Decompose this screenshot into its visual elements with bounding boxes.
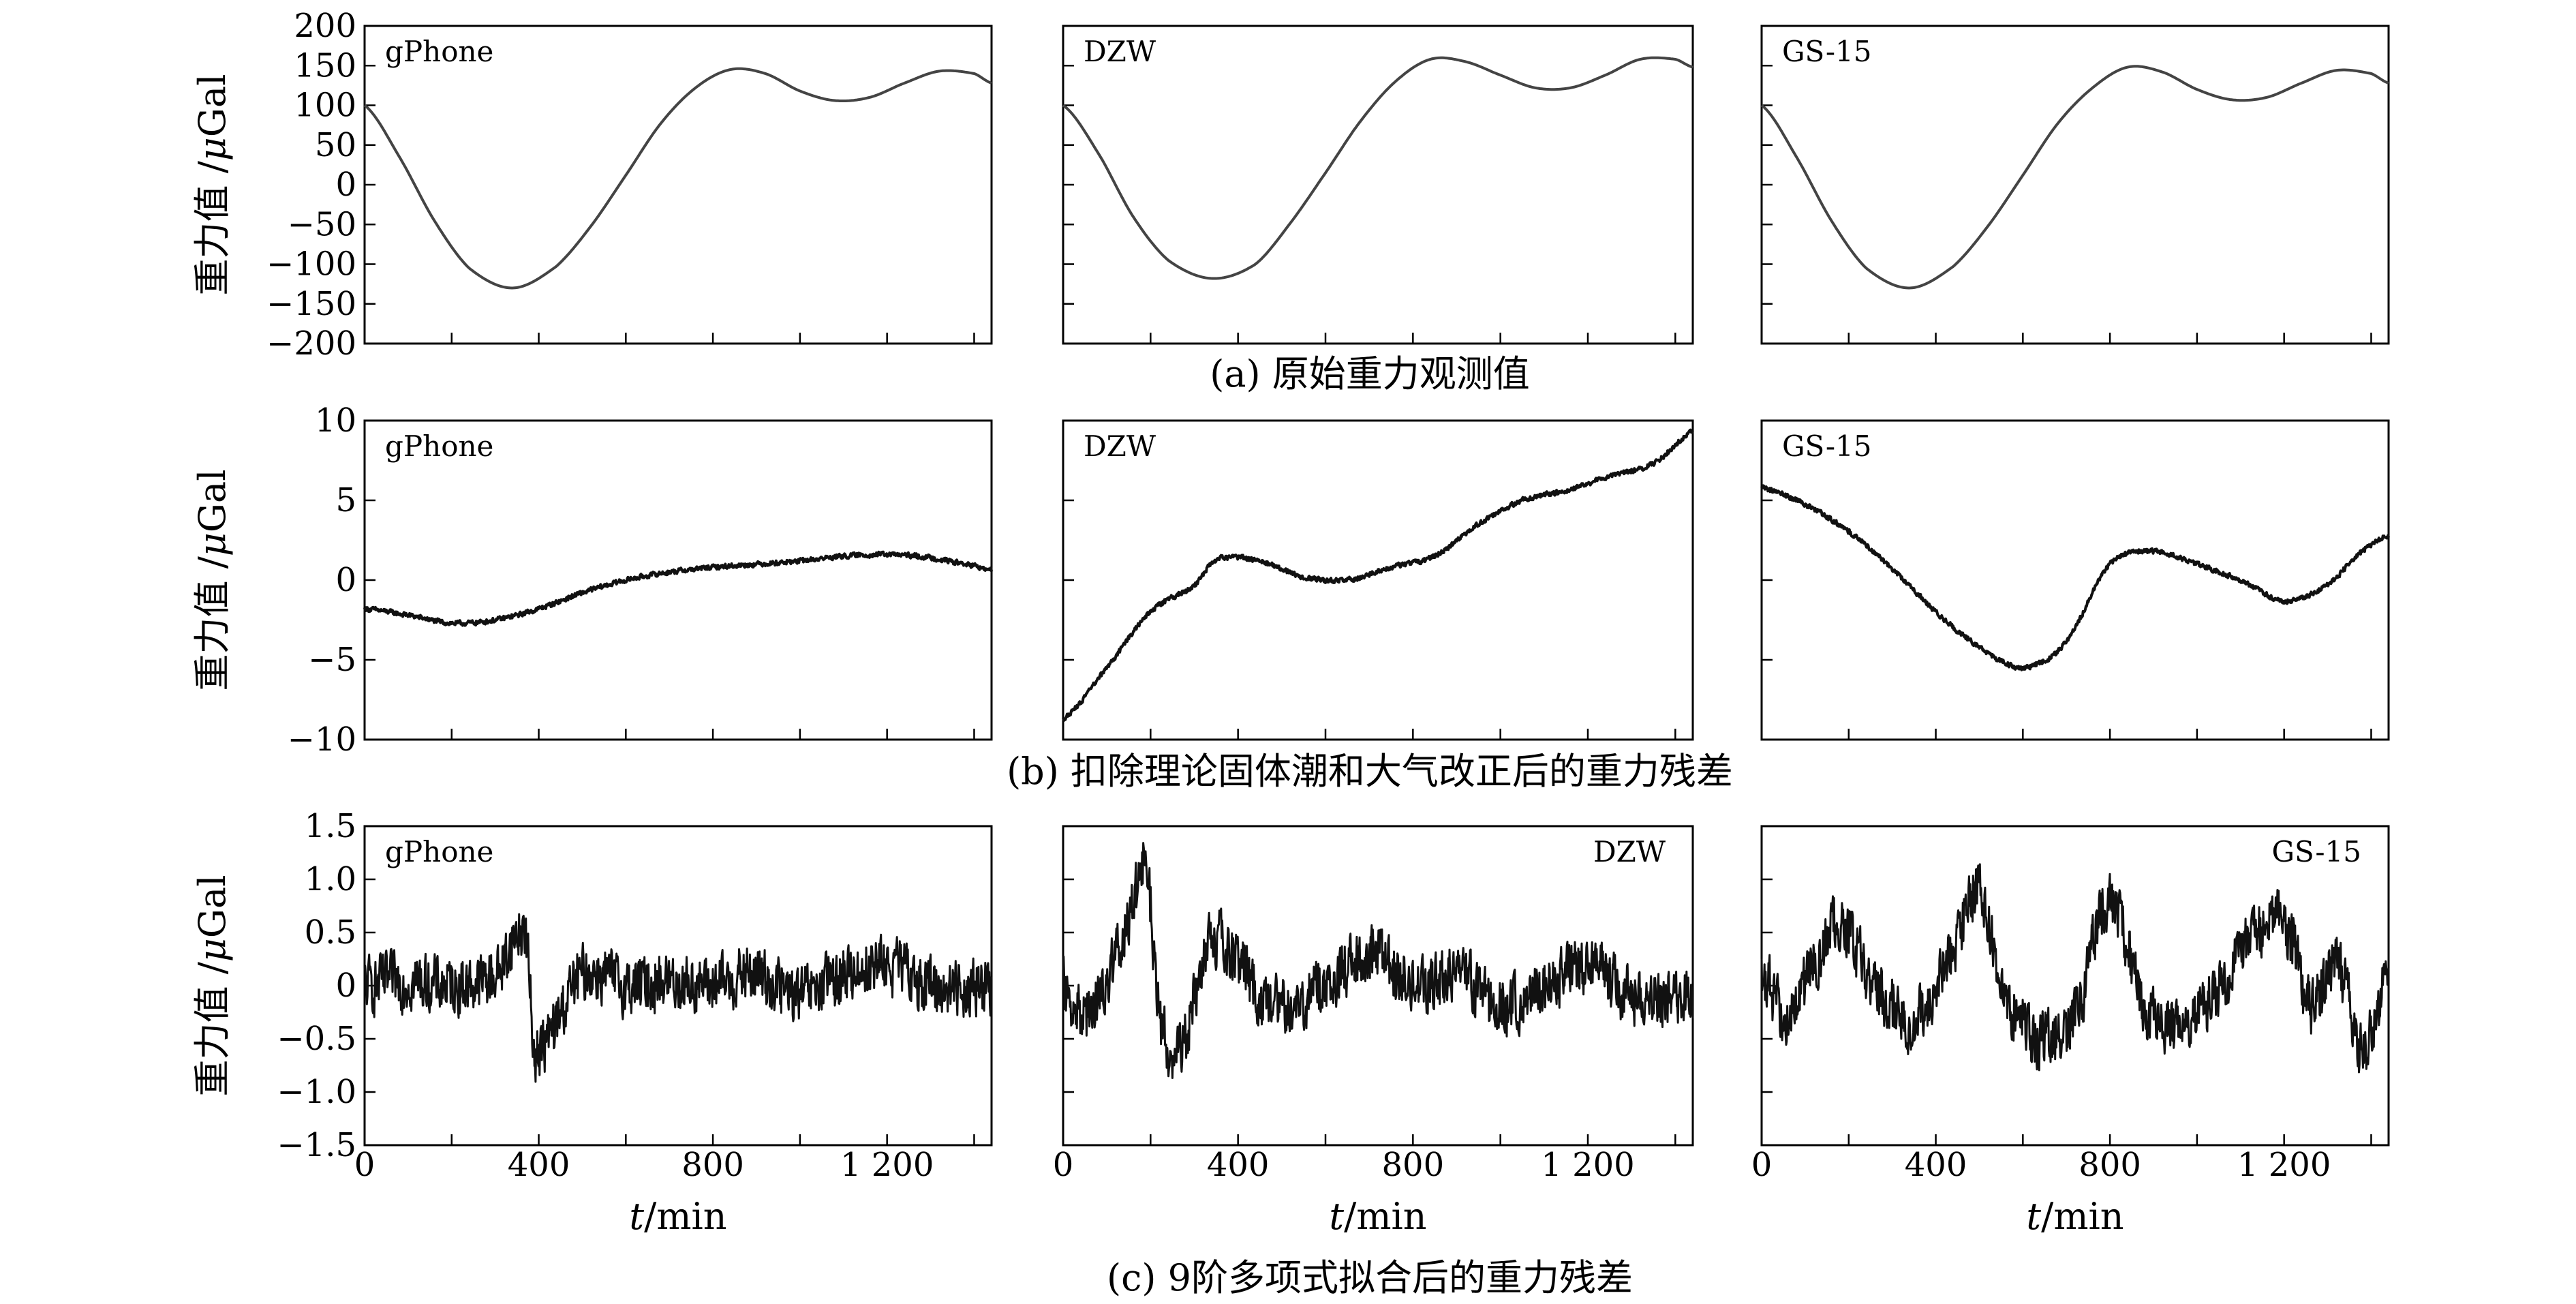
- x-axis-label: t/min: [1329, 1195, 1426, 1238]
- caption-a: (a) 原始重力观测值: [1210, 352, 1530, 395]
- y-tick-label: −100: [266, 245, 356, 284]
- y-tick-label: 100: [294, 87, 356, 125]
- panel-label: DZW: [1593, 835, 1666, 868]
- x-tick-label: 0: [354, 1146, 375, 1184]
- panel-label: gPhone: [385, 35, 493, 68]
- y-axis-label: 重力值 /μGal: [191, 74, 234, 295]
- y-tick-label: 5: [335, 481, 356, 519]
- y-tick-label: −5: [308, 641, 356, 679]
- panel-c-dzw: 0 400 800 1 200 t/min DZW: [1053, 825, 1694, 1238]
- x-tick-label: 800: [681, 1146, 744, 1184]
- series-line-gphone: [363, 550, 993, 627]
- y-axis-label: 重力值 /μGal: [191, 469, 234, 691]
- panel-a-dzw: DZW: [1062, 25, 1694, 345]
- plot-frame: [1062, 25, 1694, 345]
- plot-frame: [363, 25, 993, 345]
- x-tick-label: 0: [1053, 1146, 1074, 1184]
- series-line-dzw: [1062, 56, 1693, 280]
- y-tick-label: 0: [335, 561, 356, 599]
- series-line-gs-15: [1760, 484, 2390, 671]
- series-line-gphone: [363, 67, 992, 290]
- series-line-gs-15: [1760, 65, 2389, 290]
- plot-frame: [1062, 419, 1694, 741]
- series-line-dzw: [1062, 428, 1694, 722]
- x-tick-label: 800: [2079, 1146, 2141, 1184]
- y-tick-label: 200: [294, 7, 356, 45]
- series-line-gs-15: [1760, 863, 2390, 1074]
- panel-b-gphone: −10 −5 0 5 10 gPhone: [288, 401, 993, 759]
- y-tick-label: 10: [315, 401, 356, 440]
- x-axis-label: t/min: [2026, 1195, 2123, 1238]
- y-tick-label: −200: [266, 324, 356, 363]
- y-tick-label: 0.5: [305, 913, 356, 952]
- y-tick-label: 0: [335, 166, 356, 204]
- x-tick-label: 1 200: [1541, 1146, 1634, 1184]
- y-axis-label: 重力值 /μGal: [191, 875, 234, 1096]
- panel-label: gPhone: [385, 429, 493, 463]
- y-tick-label: −1.5: [277, 1126, 356, 1164]
- series-line-dzw: [1062, 842, 1694, 1079]
- caption-b: (b) 扣除理论固体潮和大气改正后的重力残差: [1007, 750, 1733, 793]
- y-tick-label: −0.5: [277, 1020, 356, 1058]
- x-tick-label: 1 200: [2237, 1146, 2331, 1184]
- panel-label: gPhone: [385, 835, 493, 868]
- plot-frame: [363, 419, 993, 741]
- plot-frame: [1760, 825, 2390, 1147]
- x-tick-label: 0: [1751, 1146, 1773, 1184]
- panel-label: DZW: [1084, 429, 1156, 463]
- panel-label: GS-15: [1782, 35, 1872, 68]
- plot-frame: [1760, 25, 2390, 345]
- x-tick-label: 400: [1207, 1146, 1270, 1184]
- caption-c: (c) 9阶多项式拟合后的重力残差: [1107, 1256, 1633, 1299]
- x-tick-label: 400: [1905, 1146, 1967, 1184]
- x-tick-label: 1 200: [840, 1146, 934, 1184]
- y-tick-label: −1.0: [277, 1073, 356, 1111]
- panel-b-dzw: DZW: [1062, 419, 1694, 741]
- y-tick-label: 1.5: [305, 807, 356, 845]
- y-tick-label: 50: [315, 126, 356, 164]
- panel-c-gs-15: 0 400 800 1 200 t/min GS-15: [1751, 825, 2390, 1238]
- x-tick-label: 400: [508, 1146, 570, 1184]
- x-axis-label: t/min: [629, 1195, 726, 1238]
- y-tick-label: 150: [294, 46, 356, 85]
- panel-label: GS-15: [1782, 429, 1872, 463]
- panel-a-gs-15: GS-15: [1760, 25, 2390, 345]
- plot-frame: [1760, 419, 2390, 741]
- panel-label: DZW: [1084, 35, 1156, 68]
- y-tick-label: 0: [335, 967, 356, 1005]
- y-tick-label: 1.0: [305, 860, 356, 898]
- panel-b-gs-15: GS-15: [1760, 419, 2390, 741]
- panel-label: GS-15: [2272, 835, 2362, 868]
- y-tick-label: −50: [288, 205, 356, 243]
- x-tick-label: 800: [1382, 1146, 1445, 1184]
- y-tick-label: −10: [288, 721, 356, 759]
- series-line-gphone: [363, 913, 993, 1083]
- panel-c-gphone: −1.5 −1.0 −0.5 0 0.5 1.0 1.5 0 400 800 1 200 t/min g…: [277, 807, 993, 1238]
- y-tick-label: −150: [266, 285, 356, 323]
